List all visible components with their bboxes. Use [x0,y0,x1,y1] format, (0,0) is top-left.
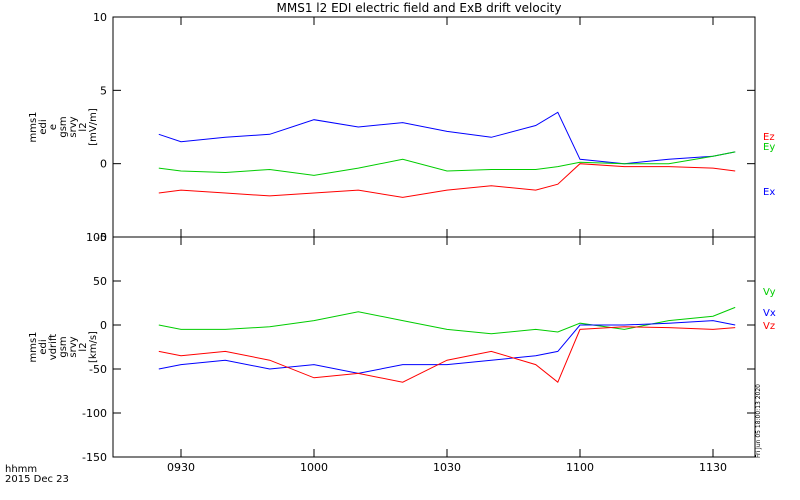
panel-2-series-vy [158,306,736,335]
panel-2-ytick-label: 50 [93,275,107,288]
legend-vz: Vz [763,321,775,332]
date-label: 2015 Dec 23 [5,474,69,485]
legend-vx: Vx [763,308,776,319]
panel-1-ylabel-line: [mV/m] [88,108,99,146]
panel-2-series-vz [158,326,736,384]
panel-1-ytick-label: 5 [100,84,107,97]
panel-1-frame [112,16,756,238]
panel-2-ylabel-line: l2 [78,342,89,351]
xtick-label: 0930 [167,461,195,474]
panel-1-ylabel-line: l2 [78,122,89,131]
panel-2-ytick-label: 100 [86,231,107,244]
panel-2-ylabel-line: vdrift [48,334,59,361]
panel-1-ytick-label: -5 [96,231,107,244]
panel-2-frame [112,236,756,458]
panel-2-ytick-label: -100 [82,407,107,420]
panel-1-ylabel-line: e [48,124,59,130]
x-corner-label: hhmm [5,464,37,475]
xtick-label: 1030 [433,461,461,474]
legend-ex: Ex [763,187,775,198]
panel-2-ylabel-line: gsm [58,336,69,357]
panel-2-ytick-label: -150 [82,451,107,464]
panel-2-series-vx [158,320,736,374]
panel-1-ylabel-line: mms1 [28,111,39,142]
legend-ey: Ey [763,142,775,153]
panel-1-ylabel-line: edi [38,119,49,134]
panel-2-ylabel-line: mms1 [28,331,39,362]
panel-1-ylabel-line: srvy [68,116,79,137]
panel-1-ytick-label: 10 [93,11,107,24]
panel-1-series-ey [158,151,736,176]
legend-ez: Ez [763,132,775,143]
xtick-label: 1000 [300,461,328,474]
panel-2-ytick-label: 0 [100,319,107,332]
chart-title: MMS1 l2 EDI electric field and ExB drift… [277,1,562,15]
panel-2-ylabel-line: [km/s] [88,331,99,363]
panel-1-series-ez [158,163,736,198]
panel-2-ylabel-line: srvy [68,336,79,357]
legend-vy: Vy [763,287,776,298]
panel-2-ytick-label: -50 [89,363,107,376]
side-stamp: Fri Jun 05 18:00:13 2020 [755,384,762,458]
panel-1-ytick-label: 0 [100,158,107,171]
xtick-label: 1130 [699,461,727,474]
panel-1-series-ex [158,111,736,165]
panel-2-ylabel-line: edi [38,339,49,354]
panel-1-ylabel-line: gsm [58,116,69,137]
xtick-label: 1100 [566,461,594,474]
